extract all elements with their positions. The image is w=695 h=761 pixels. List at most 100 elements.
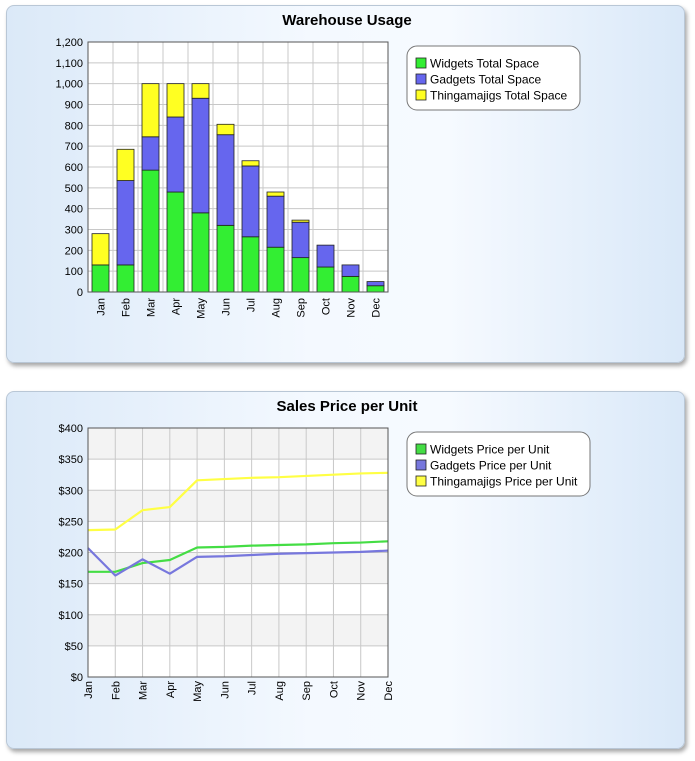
legend-swatch (415, 73, 427, 85)
bar-widgets-total-space (241, 236, 260, 293)
warehouse-usage-chart: Warehouse Usage 0 100 200 300 400 500 600 700 80… (55, 12, 581, 319)
x-tick-label: Nov (346, 298, 358, 318)
x-tick-label: Mar (146, 298, 158, 317)
legend-label: Widgets Price per Unit (430, 443, 550, 457)
bar-gadgets-total-space (266, 195, 285, 248)
legend-swatch (415, 57, 427, 69)
legend: Widgets Price per Unit Gadgets Price per … (406, 431, 591, 497)
bar-gadgets-total-space (341, 264, 360, 277)
grid-band (88, 490, 388, 522)
x-tick-label: Mar (138, 681, 150, 700)
x-tick-label: Aug (271, 298, 283, 318)
y-tick-label: 200 (65, 245, 83, 257)
bar-gadgets-total-space (141, 136, 160, 171)
x-tick-label: Feb (121, 298, 133, 317)
x-tick-label: Feb (110, 681, 122, 700)
chart-title: Sales Price per Unit (277, 398, 418, 415)
x-tick-label: Jun (219, 681, 231, 699)
legend-label: Gadgets Price per Unit (430, 459, 552, 473)
x-tick-label: Jun (221, 298, 233, 316)
y-tick-label: $300 (59, 485, 83, 497)
bar-widgets-total-space (266, 246, 285, 293)
bar-thingamajigs-total-space (216, 123, 235, 136)
grid-band (88, 614, 388, 646)
x-tick-label: Jul (246, 298, 258, 312)
bar-widgets-total-space (341, 275, 360, 293)
warehouse-usage-panel: Warehouse Usage 0 100 200 300 400 500 600 700 80… (6, 5, 685, 363)
x-tick-label: Jul (247, 681, 259, 695)
legend-swatch (415, 475, 427, 487)
y-tick-label: 300 (65, 225, 83, 237)
y-tick-label: 800 (65, 120, 83, 132)
bar-widgets-total-space (191, 212, 210, 293)
y-tick-label: 1,100 (55, 58, 83, 70)
x-tick-label: Nov (356, 681, 368, 701)
grid-band (88, 428, 388, 460)
legend: Widgets Total Space Gadgets Total Space Th… (406, 45, 581, 111)
y-tick-label: $350 (59, 454, 83, 466)
y-tick-label: $100 (59, 610, 83, 622)
bar-gadgets-total-space (166, 116, 185, 193)
y-tick-label: $50 (65, 641, 83, 653)
bar-gadgets-total-space (191, 97, 210, 214)
bar-thingamajigs-total-space (116, 148, 135, 181)
sales-price-chart: Sales Price per Unit $0 $50 $100 $150 $200 $2… (59, 398, 591, 702)
x-tick-label: Jan (83, 681, 95, 699)
bar-gadgets-total-space (291, 221, 310, 259)
y-tick-label: $400 (59, 423, 83, 435)
y-tick-label: $150 (59, 579, 83, 591)
legend-swatch (415, 443, 427, 455)
x-tick-label: Oct (328, 681, 340, 698)
y-tick-label: 700 (65, 141, 83, 153)
grid-band (88, 552, 388, 584)
legend-swatch (415, 89, 427, 101)
plot-area: 0 100 200 300 400 500 600 700 800 900 1,000 1,100 1,… (55, 37, 389, 319)
bar-gadgets-total-space (316, 244, 335, 268)
legend-label: Thingamajigs Total Space (430, 89, 568, 103)
bar-widgets-total-space (316, 266, 335, 293)
y-tick-label: 1,000 (55, 79, 83, 91)
bar-widgets-total-space (141, 169, 160, 293)
bar-widgets-total-space (291, 257, 310, 293)
y-tick-label: $0 (71, 672, 83, 684)
x-tick-label: Sep (296, 298, 308, 318)
bar-widgets-total-space (91, 264, 110, 293)
plot-area: $0 $50 $100 $150 $200 $250 $300 $350 $400 Jan Feb M… (59, 423, 395, 702)
bar-widgets-total-space (166, 191, 185, 293)
line-gadgets-price-per-unit (87, 547, 389, 577)
bar-thingamajigs-total-space (166, 83, 185, 118)
bar-thingamajigs-total-space (291, 219, 310, 223)
bar-thingamajigs-total-space (191, 83, 210, 99)
bar-thingamajigs-total-space (241, 160, 260, 167)
bar-thingamajigs-total-space (141, 83, 160, 138)
x-tick-label: Apr (171, 298, 183, 315)
x-tick-label: Jan (96, 298, 108, 316)
line-thingamajigs-price-per-unit (87, 471, 389, 532)
bar-widgets-total-space (116, 264, 135, 293)
x-tick-label: Oct (321, 298, 333, 315)
y-tick-label: 900 (65, 100, 83, 112)
x-tick-label: Apr (165, 681, 177, 698)
bar-thingamajigs-total-space (266, 191, 285, 197)
legend-label: Gadgets Total Space (430, 73, 542, 87)
x-tick-label: Dec (383, 681, 395, 701)
bar-widgets-total-space (216, 224, 235, 293)
line-widgets-price-per-unit (88, 540, 389, 573)
x-tick-label: Aug (274, 681, 286, 701)
y-tick-label: 500 (65, 183, 83, 195)
bar-gadgets-total-space (241, 165, 260, 238)
bar-thingamajigs-total-space (91, 233, 110, 266)
y-tick-label: 600 (65, 162, 83, 174)
y-tick-label: 400 (65, 204, 83, 216)
x-tick-label: May (192, 681, 204, 702)
bar-gadgets-total-space (366, 281, 385, 287)
legend-box (406, 431, 591, 497)
legend-swatch (415, 459, 427, 471)
x-tick-label: Sep (301, 681, 313, 701)
legend-label: Thingamajigs Price per Unit (430, 475, 578, 489)
bar-gadgets-total-space (216, 134, 235, 226)
sales-price-panel: Sales Price per Unit $0 $50 $100 $150 $200 $2… (6, 391, 685, 749)
y-tick-label: 100 (65, 266, 83, 278)
x-tick-label: May (196, 298, 208, 319)
plot-border (87, 41, 389, 293)
